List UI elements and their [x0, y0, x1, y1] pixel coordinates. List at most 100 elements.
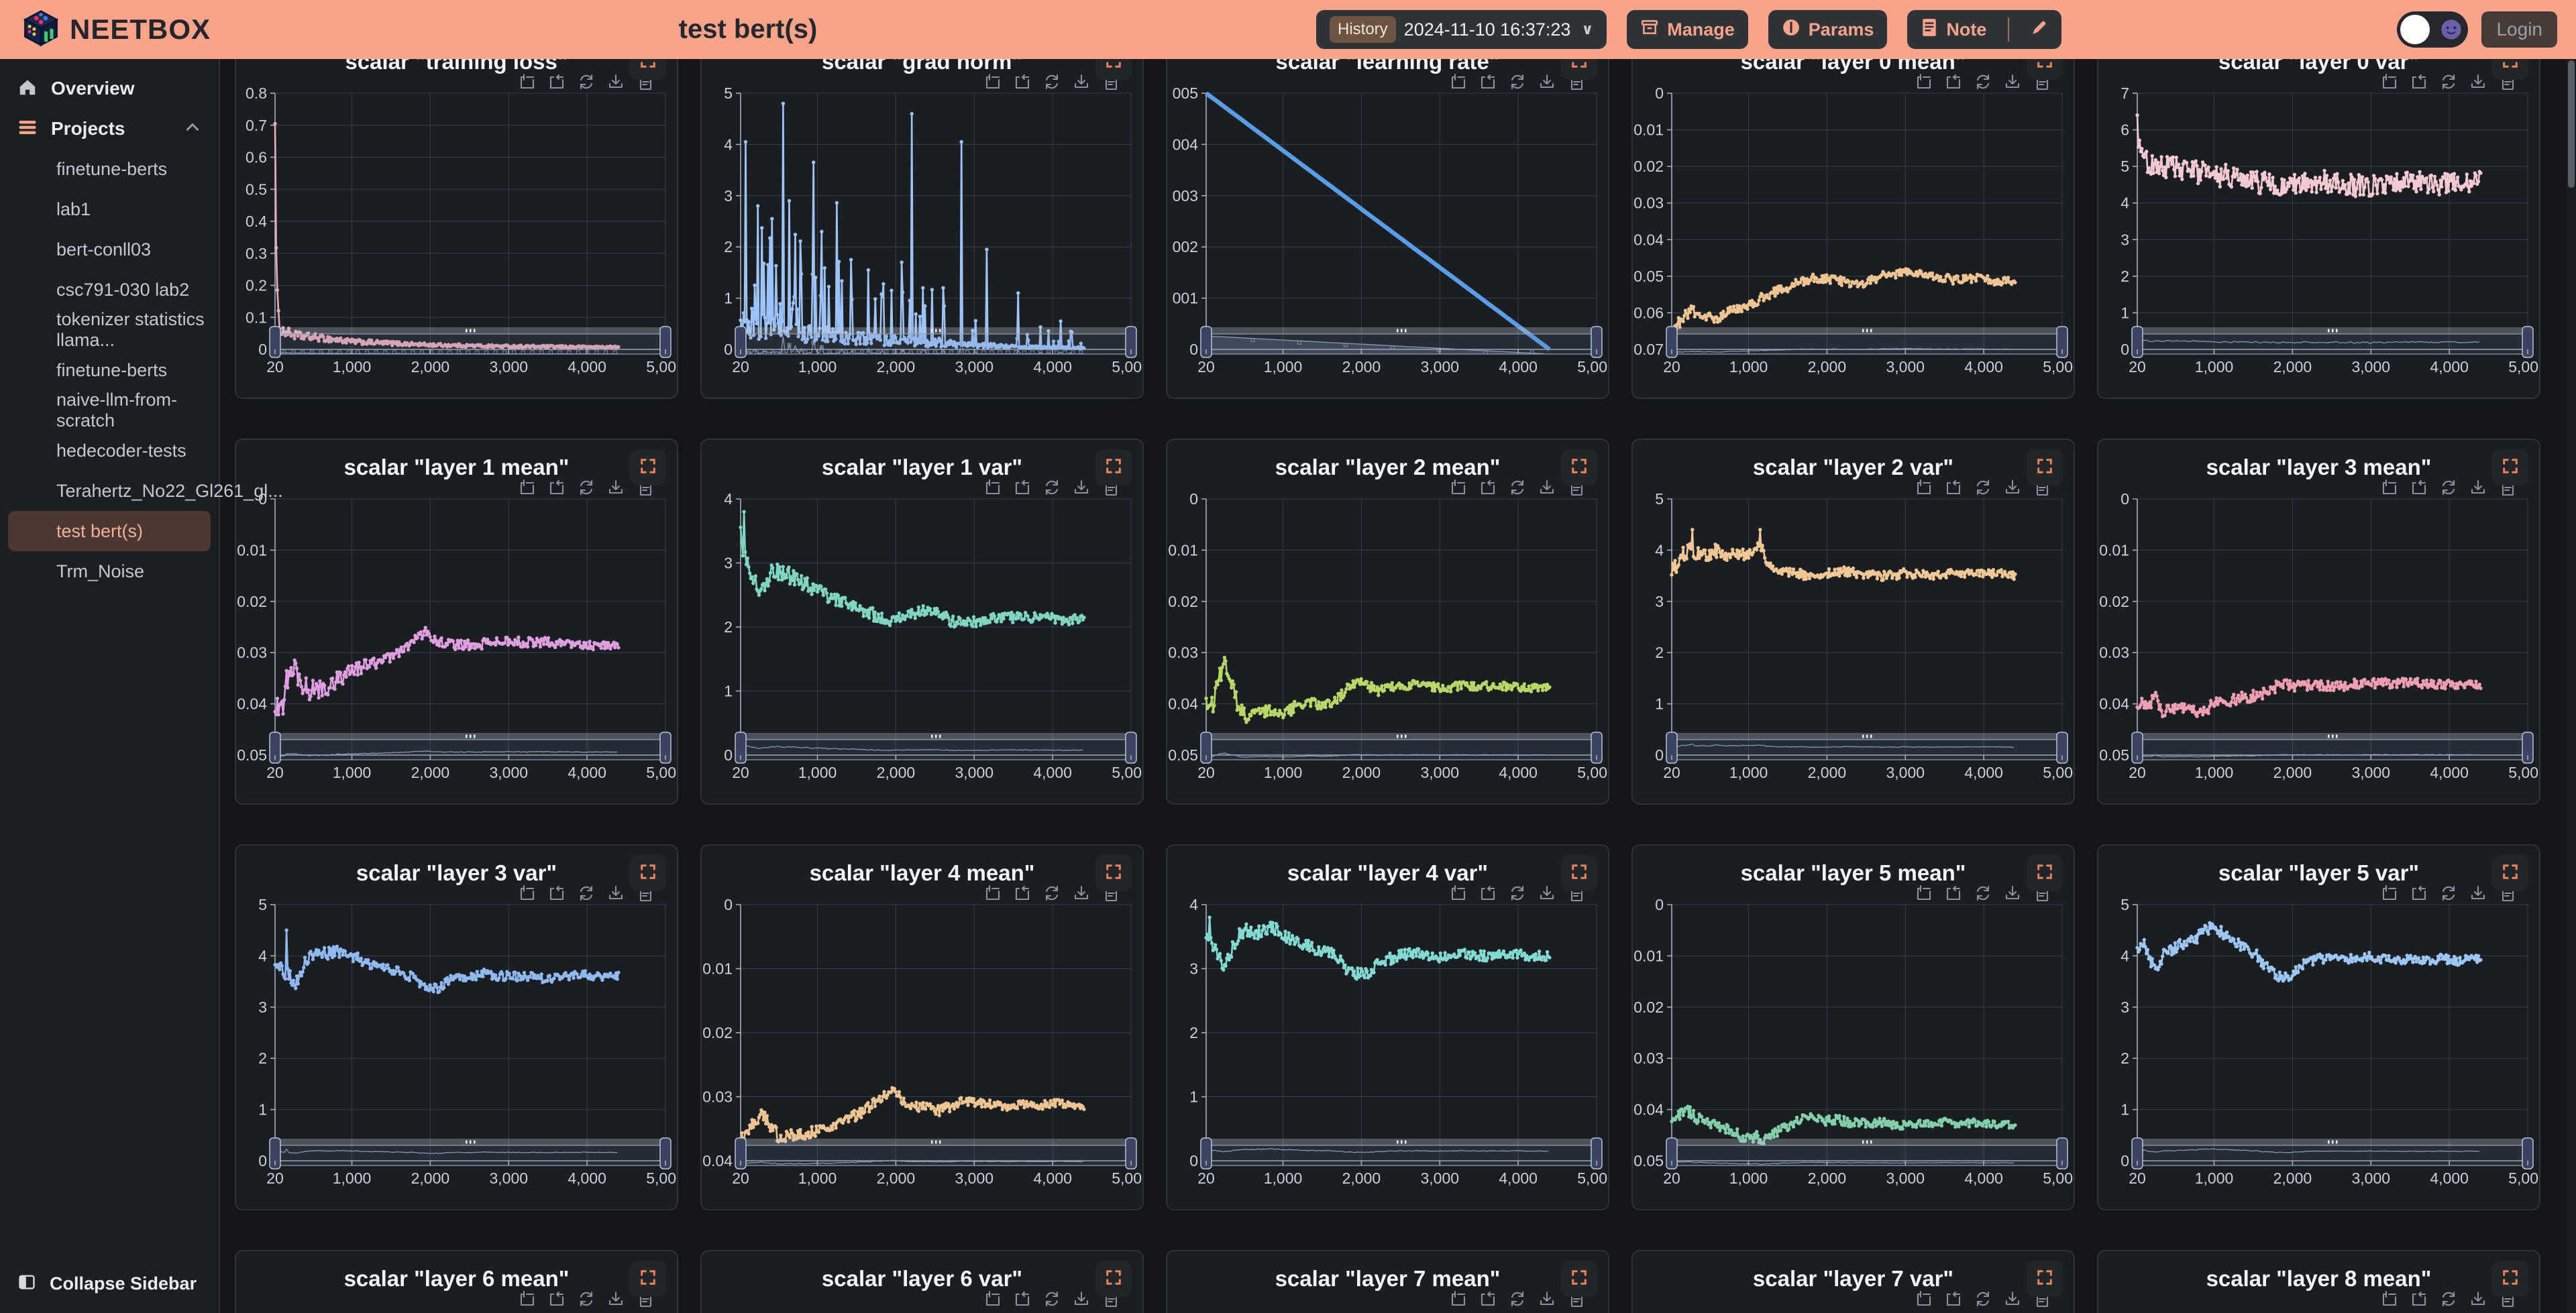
save-image-icon[interactable]: [1074, 1291, 1089, 1306]
chart-canvas-layer-0-var[interactable]: 7 6 5 4 3 2 1 020 1,000 2,000 3,000 4,000 5,000: [2098, 59, 2540, 399]
chart-canvas-layer-2-var[interactable]: 5 4 3 2 1 020 1,000 2,000 3,000 4,000 5,000: [1633, 440, 2075, 805]
fullscreen-button[interactable]: [1561, 449, 1597, 486]
logo[interactable]: NEETBOX: [23, 9, 211, 50]
datazoom-handle-right[interactable]: [659, 326, 672, 358]
restore-icon[interactable]: [580, 1291, 593, 1307]
restore-icon[interactable]: [1045, 74, 1059, 90]
restore-icon[interactable]: [2442, 1291, 2455, 1307]
restore-icon[interactable]: [1976, 479, 1990, 496]
datazoom-handle-left[interactable]: [735, 1137, 747, 1169]
edit-note-button[interactable]: [2017, 10, 2061, 49]
save-image-icon[interactable]: [608, 74, 623, 89]
history-dropdown[interactable]: History 2024-11-10 16:37:23 ∨: [1316, 10, 1607, 49]
sidebar-project-item[interactable]: bert-conll03: [56, 239, 152, 260]
save-image-icon[interactable]: [2471, 885, 2485, 900]
save-image-icon[interactable]: [1074, 74, 1089, 89]
restore-icon[interactable]: [1045, 1291, 1059, 1307]
fullscreen-button[interactable]: [2492, 59, 2528, 80]
login-button[interactable]: Login: [2481, 11, 2557, 48]
datazoom-slider[interactable]: [1200, 326, 1603, 358]
restore-icon[interactable]: [1511, 1291, 1524, 1307]
zoom-reset-icon[interactable]: [1015, 74, 1030, 89]
datazoom-slider[interactable]: [269, 326, 672, 358]
manage-button[interactable]: Manage: [1627, 10, 1748, 49]
datazoom-handle-left[interactable]: [735, 732, 747, 764]
zoom-select-icon[interactable]: [1451, 73, 1466, 89]
fullscreen-button[interactable]: [2027, 449, 2063, 486]
page-scrollbar[interactable]: [2567, 59, 2576, 1313]
datazoom-handle-right[interactable]: [1125, 326, 1137, 358]
zoom-select-icon[interactable]: [1451, 884, 1466, 901]
datazoom-slider[interactable]: [735, 1137, 1137, 1169]
datazoom-handle-left[interactable]: [269, 732, 281, 764]
chart-canvas-layer-4-var[interactable]: 4 3 2 1 020 1,000 2,000 3,000 4,000 5,000: [1167, 846, 1609, 1210]
restore-icon[interactable]: [1511, 74, 1524, 90]
zoom-select-icon[interactable]: [985, 73, 1000, 89]
save-image-icon[interactable]: [2471, 74, 2485, 89]
datazoom-slider[interactable]: [2131, 1137, 2534, 1169]
fullscreen-button[interactable]: [2027, 1261, 2063, 1297]
datazoom-handle-right[interactable]: [2056, 732, 2068, 764]
zoom-select-icon[interactable]: [2382, 73, 2397, 89]
restore-icon[interactable]: [1511, 885, 1524, 901]
restore-icon[interactable]: [1976, 74, 1990, 90]
restore-icon[interactable]: [1045, 479, 1059, 496]
datazoom-slider[interactable]: [735, 326, 1137, 358]
params-button[interactable]: Params: [1768, 10, 1888, 49]
zoom-select-icon[interactable]: [2382, 1290, 2397, 1306]
zoom-reset-icon[interactable]: [1481, 479, 1495, 495]
restore-icon[interactable]: [2442, 479, 2455, 496]
fullscreen-button[interactable]: [1561, 855, 1597, 891]
zoom-select-icon[interactable]: [1917, 1290, 1931, 1306]
chart-canvas-learning-rate[interactable]: 005 004 003 002 001 020 1,000 2,000 3,000 4,000 5,…: [1167, 59, 1609, 399]
datazoom-handle-right[interactable]: [659, 732, 672, 764]
zoom-reset-icon[interactable]: [1481, 885, 1495, 901]
datazoom-handle-left[interactable]: [1200, 326, 1212, 358]
restore-icon[interactable]: [2442, 885, 2455, 901]
restore-icon[interactable]: [2442, 74, 2455, 90]
datazoom-slider[interactable]: [269, 732, 672, 764]
restore-icon[interactable]: [1976, 1291, 1990, 1307]
chart-canvas-training-loss[interactable]: 0.8 0.7 0.6 0.5 0.4 0.3 0.2 0.1 020 1,000 2,000 3,0…: [236, 59, 678, 399]
zoom-reset-icon[interactable]: [1946, 1291, 1961, 1306]
save-image-icon[interactable]: [2005, 74, 2020, 89]
fullscreen-button[interactable]: [2027, 59, 2063, 80]
datazoom-slider[interactable]: [1200, 732, 1603, 764]
zoom-select-icon[interactable]: [520, 73, 535, 89]
fullscreen-button[interactable]: [630, 449, 666, 486]
zoom-reset-icon[interactable]: [1481, 1291, 1495, 1306]
zoom-select-icon[interactable]: [520, 884, 535, 901]
sidebar-item-projects[interactable]: Projects: [0, 109, 219, 149]
theme-toggle[interactable]: [2397, 11, 2469, 48]
datazoom-handle-left[interactable]: [735, 326, 747, 358]
save-image-icon[interactable]: [608, 479, 623, 494]
zoom-reset-icon[interactable]: [549, 1291, 564, 1306]
fullscreen-button[interactable]: [2492, 855, 2528, 891]
datazoom-slider[interactable]: [1666, 326, 2068, 358]
datazoom-handle-right[interactable]: [2056, 326, 2068, 358]
datazoom-slider[interactable]: [1666, 732, 2068, 764]
save-image-icon[interactable]: [2471, 479, 2485, 494]
chart-canvas-layer-6-mean[interactable]: [236, 1251, 678, 1313]
datazoom-handle-left[interactable]: [1666, 1137, 1678, 1169]
sidebar-project-item[interactable]: csc791-030 lab2: [56, 279, 190, 300]
save-image-icon[interactable]: [1074, 479, 1089, 494]
datazoom-handle-left[interactable]: [2131, 732, 2143, 764]
fullscreen-button[interactable]: [2027, 855, 2063, 891]
zoom-select-icon[interactable]: [1917, 479, 1931, 495]
datazoom-slider[interactable]: [1666, 1137, 2068, 1169]
zoom-reset-icon[interactable]: [2412, 1291, 2426, 1306]
datazoom-handle-right[interactable]: [1591, 1137, 1603, 1169]
sidebar-project-item[interactable]: naive-llm-from-scratch: [56, 390, 178, 431]
datazoom-handle-left[interactable]: [1666, 732, 1678, 764]
zoom-select-icon[interactable]: [1451, 1290, 1466, 1306]
sidebar-project-item[interactable]: hedecoder-tests: [56, 440, 186, 461]
zoom-reset-icon[interactable]: [1946, 479, 1961, 495]
restore-icon[interactable]: [1976, 885, 1990, 901]
chart-canvas-grad-norm[interactable]: 5 4 3 2 1 020 1,000 2,000 3,000 4,000 5,000: [702, 59, 1144, 399]
save-image-icon[interactable]: [1074, 885, 1089, 900]
save-image-icon[interactable]: [2471, 1291, 2485, 1306]
fullscreen-button[interactable]: [630, 1261, 666, 1297]
